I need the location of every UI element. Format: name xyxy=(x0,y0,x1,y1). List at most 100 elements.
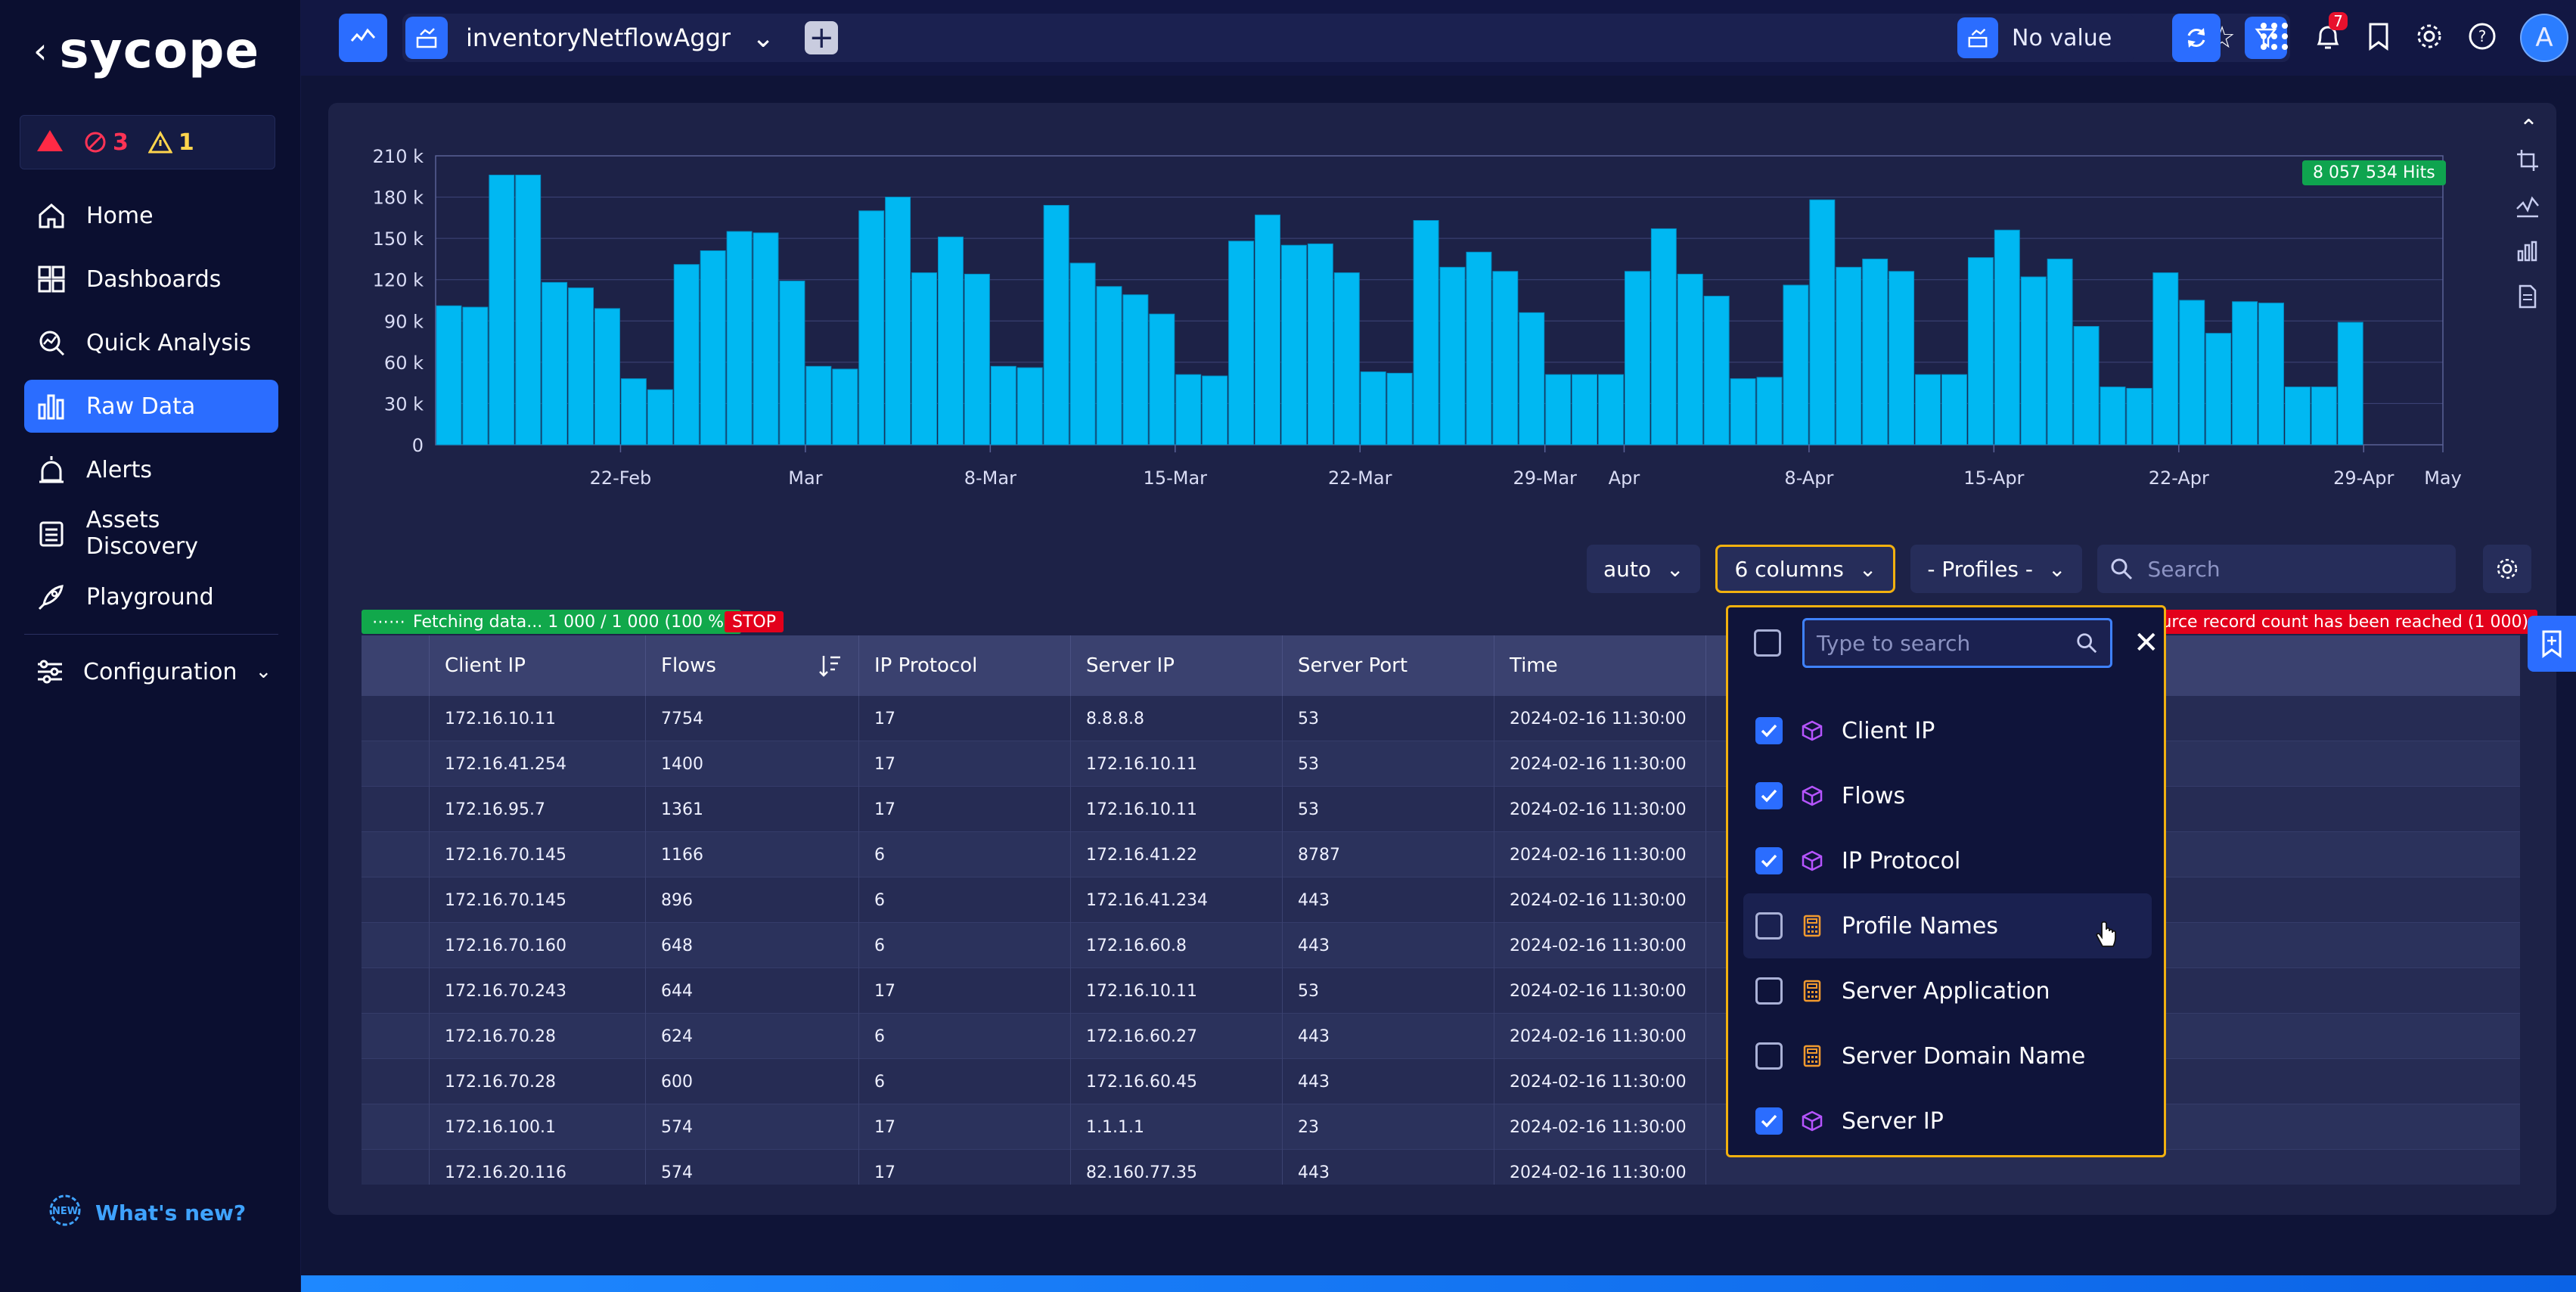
sidebar-item-alerts[interactable]: Alerts xyxy=(24,443,278,496)
header-server-port[interactable]: Server Port xyxy=(1283,635,1494,696)
bookmark-icon[interactable] xyxy=(2366,21,2391,54)
histogram-bar[interactable] xyxy=(911,272,937,446)
table-row[interactable]: 172.16.70.145 896 6 172.16.41.234 443 2024-02… xyxy=(362,877,2520,923)
row-select-cell[interactable] xyxy=(362,968,430,1014)
column-checkbox[interactable] xyxy=(1755,912,1783,939)
histogram-bar[interactable] xyxy=(1730,378,1756,446)
column-checkbox[interactable] xyxy=(1755,1042,1783,1070)
document-icon[interactable] xyxy=(2514,283,2541,310)
close-icon[interactable]: ✕ xyxy=(2134,626,2159,660)
sidebar-item-playground[interactable]: Playground xyxy=(24,570,278,623)
chart-mode-button[interactable] xyxy=(339,14,387,62)
row-select-cell[interactable] xyxy=(362,696,430,741)
histogram-bar[interactable] xyxy=(964,273,990,446)
chevron-down-icon[interactable]: ⌄ xyxy=(752,22,775,54)
histogram-bar[interactable] xyxy=(2284,387,2311,446)
histogram-bar[interactable] xyxy=(1228,241,1255,446)
histogram-bar[interactable] xyxy=(1360,371,1386,446)
histogram-bar[interactable] xyxy=(1466,251,1492,446)
column-checkbox[interactable] xyxy=(1755,1107,1783,1135)
column-checkbox[interactable] xyxy=(1755,977,1783,1005)
alerts-summary[interactable]: 3 1 xyxy=(20,115,275,169)
column-option[interactable]: Server Domain Name xyxy=(1743,1023,2152,1089)
histogram-bar[interactable] xyxy=(1677,273,1703,446)
histogram-bar[interactable] xyxy=(436,305,462,446)
histogram-bar[interactable] xyxy=(1650,228,1677,446)
histogram-bar[interactable] xyxy=(1545,374,1572,446)
histogram-bar[interactable] xyxy=(1572,374,1598,446)
histogram-bar[interactable] xyxy=(938,236,964,446)
sidebar-item-dashboards[interactable]: Dashboards xyxy=(24,253,278,306)
header-time[interactable]: Time xyxy=(1494,635,1706,696)
notifications-button[interactable]: 7 xyxy=(2313,12,2348,54)
histogram-bar[interactable] xyxy=(2126,387,2152,446)
row-select-cell[interactable] xyxy=(362,923,430,968)
histogram-bar[interactable] xyxy=(462,306,489,446)
histogram-bar[interactable] xyxy=(515,174,542,446)
apps-grid-icon[interactable] xyxy=(2258,20,2290,55)
table-row[interactable]: 172.16.70.243 644 17 172.16.10.11 53 2024-02-… xyxy=(362,968,2520,1014)
avatar[interactable]: A xyxy=(2520,14,2568,62)
histogram-bar[interactable] xyxy=(1043,204,1069,446)
histogram-bar[interactable] xyxy=(700,250,726,446)
bar-chart-icon[interactable] xyxy=(2514,238,2541,265)
table-row[interactable]: 172.16.95.7 1361 17 172.16.10.11 53 2024-02-1… xyxy=(362,787,2520,832)
histogram-bar[interactable] xyxy=(1756,377,1783,446)
gear-icon[interactable] xyxy=(2414,21,2444,54)
row-select-cell[interactable] xyxy=(362,877,430,923)
row-select-cell[interactable] xyxy=(362,832,430,877)
column-option[interactable]: Server Application xyxy=(1743,958,2152,1023)
column-search-input[interactable]: Type to search xyxy=(1802,618,2112,668)
table-row[interactable]: 172.16.100.1 574 17 1.1.1.1 23 2024-02-16 11:… xyxy=(362,1104,2520,1150)
histogram-bar[interactable] xyxy=(620,378,647,446)
histogram-bar[interactable] xyxy=(1809,199,1836,446)
histogram-bar[interactable] xyxy=(1967,257,1994,446)
histogram-bar[interactable] xyxy=(647,389,673,446)
histogram-bar[interactable] xyxy=(1598,374,1624,446)
context-filter[interactable]: No value xyxy=(1953,14,2134,62)
histogram-bar[interactable] xyxy=(1783,284,1809,446)
table-row[interactable]: 172.16.41.254 1400 17 172.16.10.11 53 2024-02… xyxy=(362,741,2520,787)
column-checkbox[interactable] xyxy=(1755,782,1783,809)
histogram-bar[interactable] xyxy=(1889,271,1915,446)
table-row[interactable]: 172.16.10.11 7754 17 8.8.8.8 53 2024-02-16 11… xyxy=(362,696,2520,741)
histogram-bar[interactable] xyxy=(1122,294,1149,446)
histogram-bar[interactable] xyxy=(2311,387,2337,446)
histogram-bar[interactable] xyxy=(1862,258,1889,446)
histogram-bar[interactable] xyxy=(805,365,832,446)
whats-new-link[interactable]: NEW What's new? xyxy=(47,1192,246,1234)
row-select-cell[interactable] xyxy=(362,1104,430,1150)
table-row[interactable]: 172.16.70.160 648 6 172.16.60.8 443 2024-02-1… xyxy=(362,923,2520,968)
row-select-cell[interactable] xyxy=(362,741,430,787)
profiles-select[interactable]: - Profiles - ⌄ xyxy=(1910,545,2083,593)
crop-icon[interactable] xyxy=(2514,147,2541,174)
header-flows[interactable]: Flows xyxy=(646,635,859,696)
add-query-button[interactable]: + xyxy=(805,21,839,54)
column-option[interactable]: IP Protocol xyxy=(1743,828,2152,893)
line-chart-icon[interactable] xyxy=(2514,192,2541,219)
refresh-button[interactable] xyxy=(2172,14,2221,62)
histogram-bar[interactable] xyxy=(1280,244,1307,446)
histogram-bar[interactable] xyxy=(832,368,858,446)
histogram-bar[interactable] xyxy=(1069,262,1096,446)
table-row[interactable]: 172.16.70.28 624 6 172.16.60.27 443 2024-02-1… xyxy=(362,1014,2520,1059)
sidebar-item-assets-discovery[interactable]: Assets Discovery xyxy=(24,507,278,560)
critical-alerts-count[interactable]: 3 xyxy=(84,129,129,156)
histogram-bar[interactable] xyxy=(990,365,1016,446)
histogram-bar[interactable] xyxy=(1519,312,1545,446)
columns-select[interactable]: 6 columns ⌄ xyxy=(1715,545,1896,593)
header-server-ip[interactable]: Server IP xyxy=(1071,635,1283,696)
sidebar-item-quick-analysis[interactable]: Quick Analysis xyxy=(24,316,278,369)
histogram-bar[interactable] xyxy=(489,174,515,446)
histogram-bar[interactable] xyxy=(594,308,620,446)
histogram-bar[interactable] xyxy=(1255,214,1280,446)
histogram-bar[interactable] xyxy=(2073,326,2100,446)
histogram-bar[interactable] xyxy=(1915,374,1941,446)
histogram-bar[interactable] xyxy=(568,287,594,446)
header-client-ip[interactable]: Client IP xyxy=(430,635,646,696)
histogram-bar[interactable] xyxy=(2205,333,2232,446)
histogram-bar[interactable] xyxy=(1149,313,1175,446)
stop-button[interactable]: STOP xyxy=(725,611,784,632)
warning-alerts-count[interactable]: 1 xyxy=(147,129,194,156)
column-option[interactable]: Server IP xyxy=(1743,1089,2152,1144)
